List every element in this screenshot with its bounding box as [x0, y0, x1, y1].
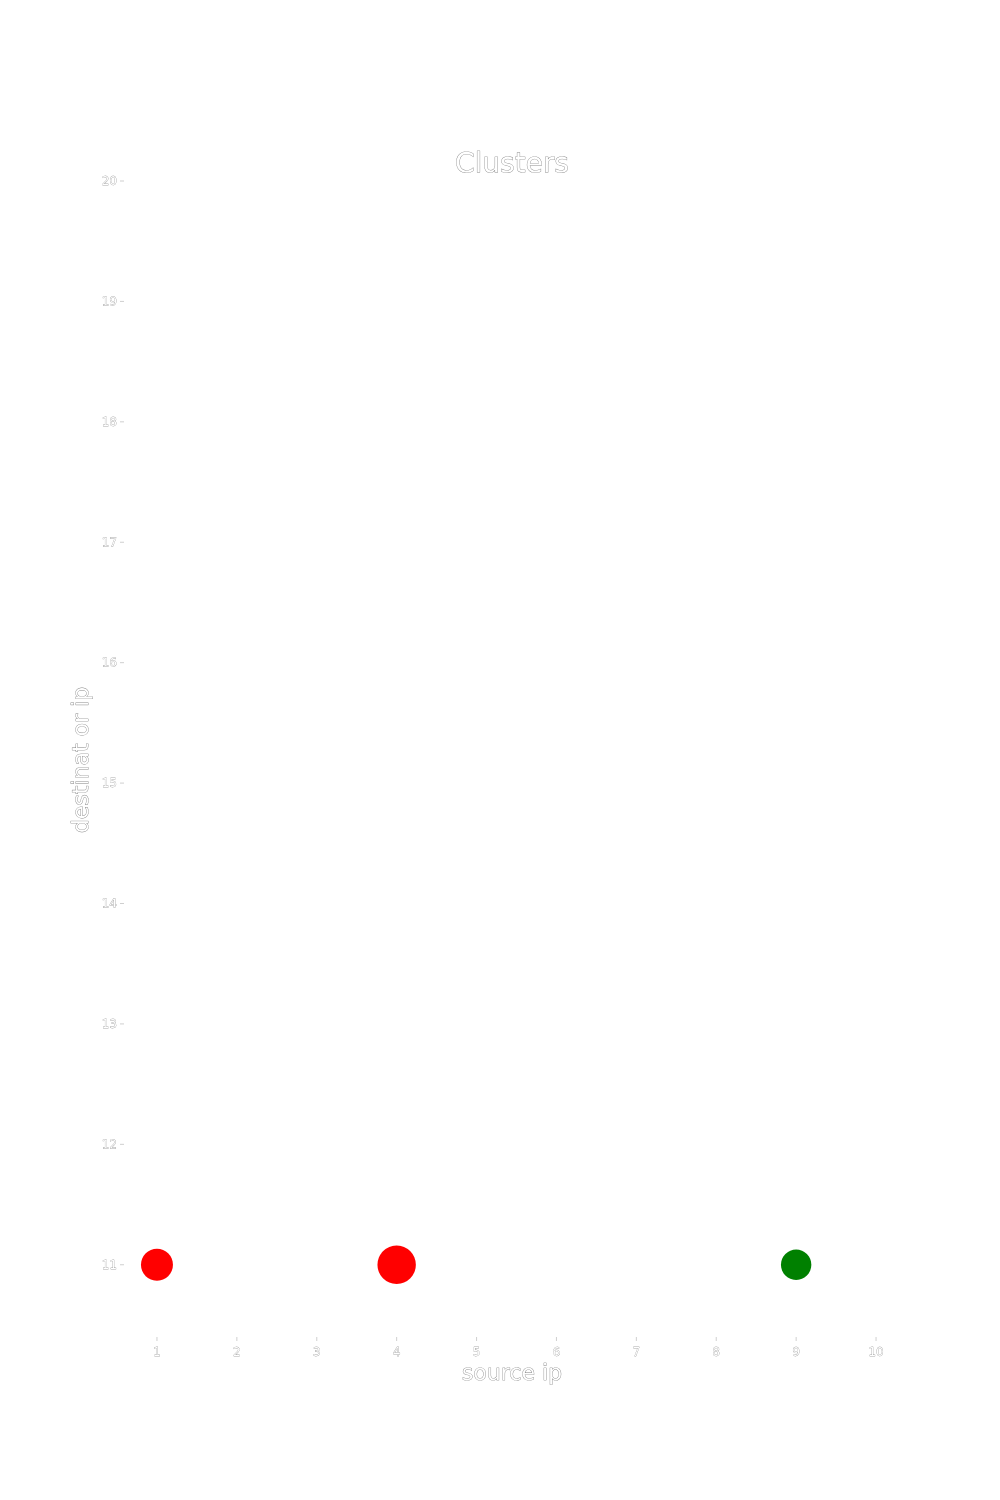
x-tick-label: 7: [633, 1345, 641, 1359]
y-tick-label: 13: [102, 1017, 117, 1031]
x-tick-label: 9: [792, 1345, 800, 1359]
y-axis-label: destinat or ip: [69, 687, 94, 833]
y-tick-label: 20: [102, 174, 117, 188]
chart-title: Clusters: [455, 146, 569, 179]
x-tick-label: 1: [153, 1345, 161, 1359]
y-tick-label: 15: [102, 776, 117, 790]
x-tick-label: 6: [553, 1345, 561, 1359]
x-tick-label: 8: [712, 1345, 720, 1359]
data-point: [780, 1249, 812, 1280]
y-tick-label: 17: [102, 535, 117, 549]
y-tick-label: 14: [102, 897, 117, 911]
data-point: [377, 1245, 416, 1284]
x-tick-label: 10: [868, 1345, 883, 1359]
y-tick-label: 16: [102, 656, 117, 670]
x-tick-label: 3: [313, 1345, 321, 1359]
y-tick-label: 19: [102, 294, 117, 308]
y-tick-label: 18: [102, 415, 117, 429]
y-tick-label: 12: [102, 1137, 117, 1151]
x-tick-label: 4: [393, 1345, 401, 1359]
x-tick-label: 5: [473, 1345, 481, 1359]
y-tick-label: 11: [102, 1258, 117, 1272]
data-point: [140, 1248, 173, 1281]
x-tick-label: 2: [233, 1345, 241, 1359]
data-points: [140, 1245, 812, 1284]
x-axis-label: source ip: [462, 1361, 562, 1386]
x-axis-ticks: 1 2 3 4 5 6 7 8 9 10: [153, 1337, 884, 1359]
y-axis-ticks: 11 12 13 14 15 16 17 18 19 20: [102, 174, 124, 1272]
